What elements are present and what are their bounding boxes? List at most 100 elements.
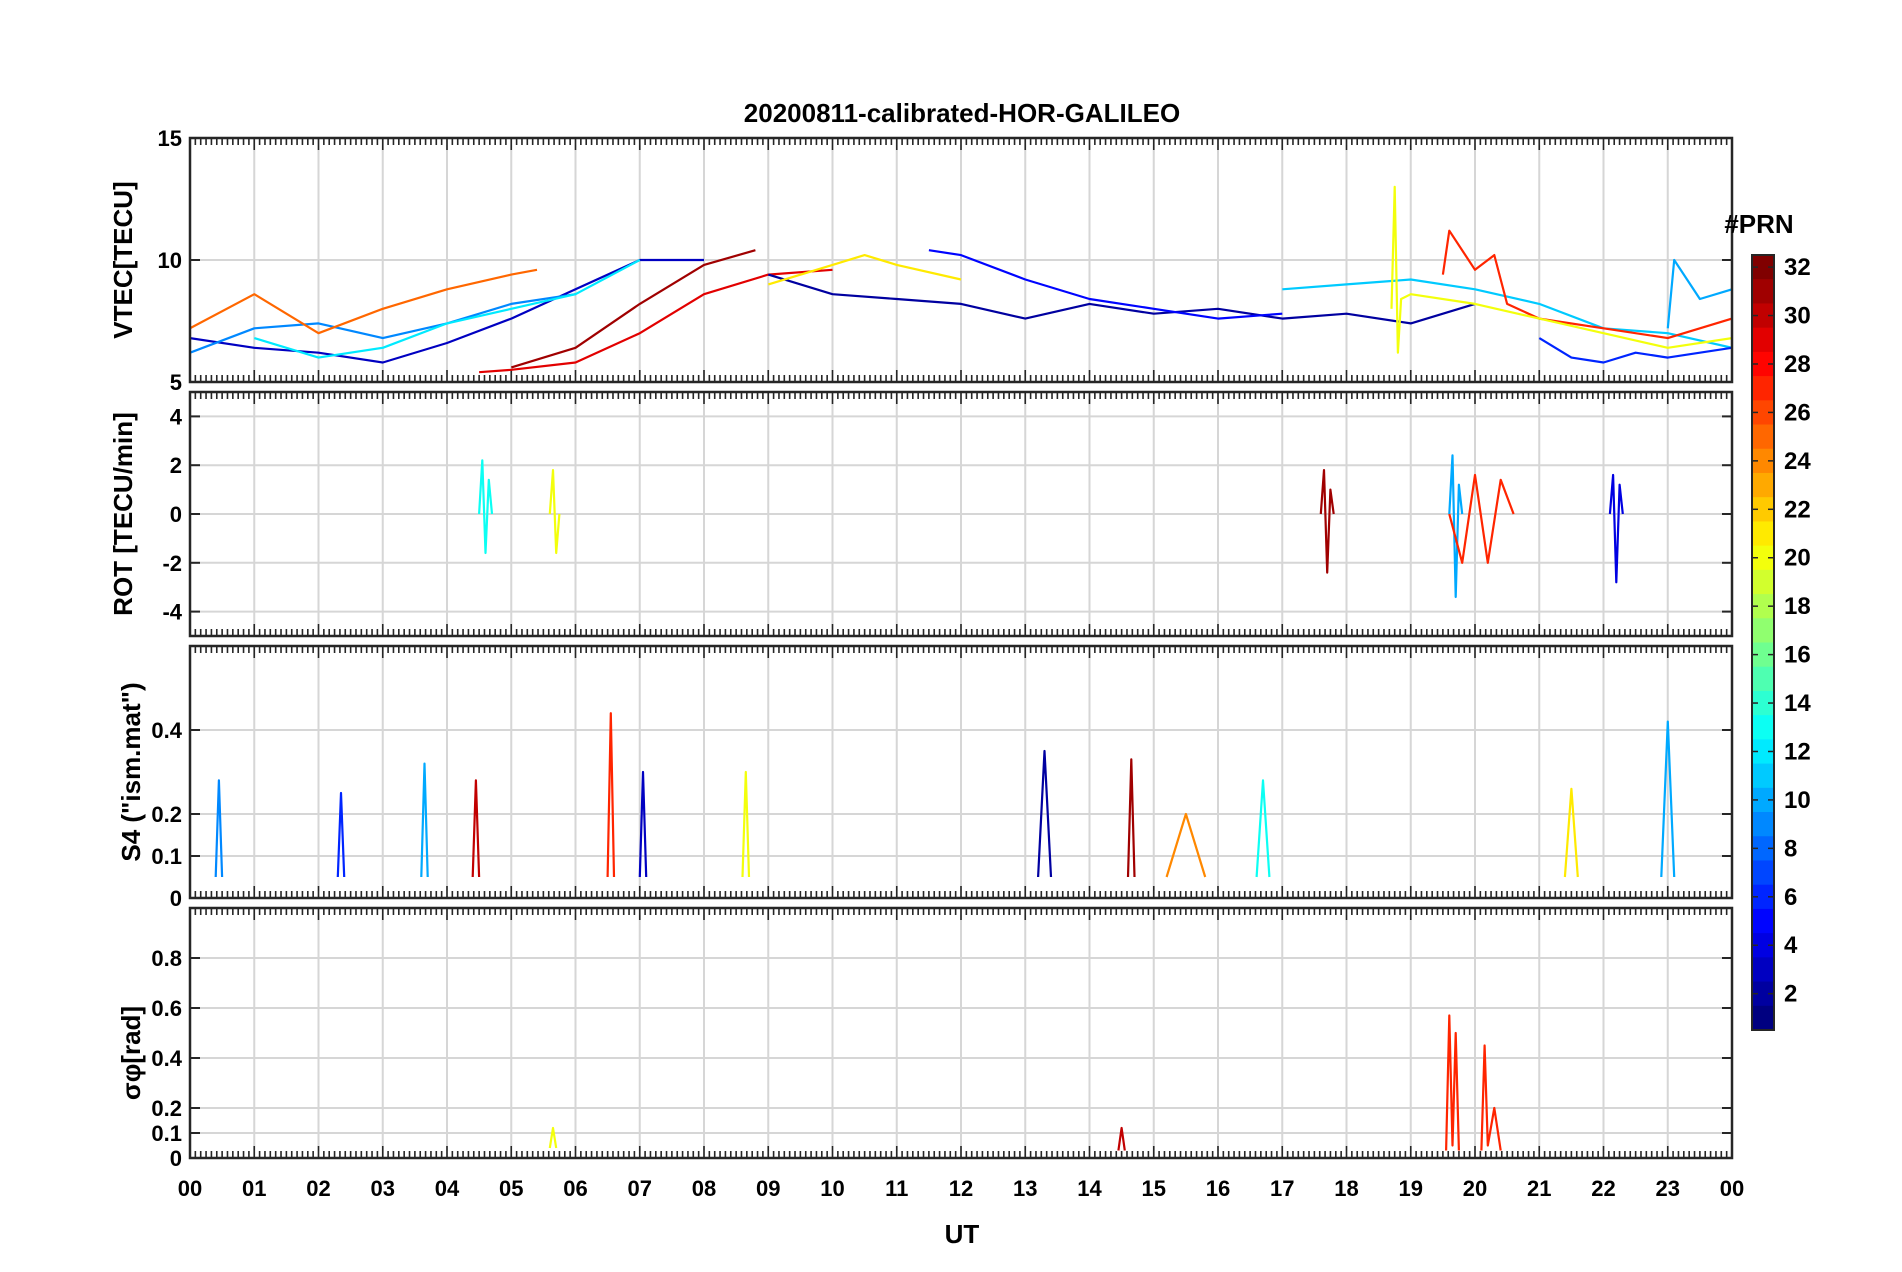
series-line-prn-20 bbox=[741, 770, 751, 878]
colorbar-segment bbox=[1752, 569, 1774, 595]
series-line-prn-9 bbox=[190, 293, 576, 354]
series-line-prn-27 bbox=[1480, 1044, 1502, 1151]
colorbar-tick-label: 12 bbox=[1784, 738, 1811, 765]
series-line-prn-30 bbox=[1117, 1126, 1126, 1151]
y-tick-label: 2 bbox=[170, 453, 182, 478]
colorbar-segment bbox=[1752, 884, 1774, 910]
series-line-prn-6 bbox=[1538, 337, 1732, 364]
colorbar-segment bbox=[1752, 279, 1774, 305]
y-tick-label: -2 bbox=[162, 551, 182, 576]
y-tick-label: 5 bbox=[170, 370, 182, 395]
x-tick-label: 13 bbox=[1013, 1176, 1037, 1201]
x-tick-label: 17 bbox=[1270, 1176, 1294, 1201]
series-line-prn-27 bbox=[606, 712, 616, 878]
y-tick-label: 0 bbox=[170, 886, 182, 911]
colorbar-segment bbox=[1752, 763, 1774, 789]
colorbar-segment bbox=[1752, 957, 1774, 983]
series-line-prn-10 bbox=[1660, 720, 1676, 878]
colorbar-tick-label: 6 bbox=[1784, 884, 1797, 911]
colorbar-segment bbox=[1752, 327, 1774, 353]
series-line-prn-31 bbox=[1319, 469, 1335, 574]
colorbar-segment bbox=[1752, 860, 1774, 886]
colorbar-segment bbox=[1752, 376, 1774, 401]
x-tick-label: 23 bbox=[1656, 1176, 1680, 1201]
series-line-prn-3 bbox=[190, 258, 704, 364]
series-line-prn-27 bbox=[1441, 229, 1732, 340]
colorbar-segment bbox=[1752, 424, 1774, 450]
series-line-prn-30 bbox=[471, 779, 481, 878]
colorbar-tick-label: 18 bbox=[1784, 593, 1811, 620]
plot-frame bbox=[188, 390, 1734, 638]
colorbar-segment bbox=[1752, 1005, 1774, 1031]
x-tick-label: 07 bbox=[628, 1176, 652, 1201]
colorbar-tick-label: 30 bbox=[1784, 303, 1811, 330]
colorbar-segment bbox=[1752, 836, 1774, 862]
y-tick-label: 0.2 bbox=[151, 802, 182, 827]
x-tick-label: 22 bbox=[1591, 1176, 1615, 1201]
x-tick-label: 09 bbox=[756, 1176, 780, 1201]
series-group bbox=[190, 185, 1732, 374]
plot-frame bbox=[188, 644, 1734, 900]
colorbar-tick-label: 28 bbox=[1784, 351, 1811, 378]
colorbar-segment bbox=[1752, 351, 1774, 377]
x-tick-label: 04 bbox=[435, 1176, 460, 1201]
colorbar-tick-label: 20 bbox=[1784, 545, 1811, 572]
series-line-prn-6 bbox=[336, 791, 346, 878]
colorbar-segment bbox=[1752, 642, 1774, 668]
series-line-prn-20 bbox=[548, 469, 561, 555]
series-line-prn-13 bbox=[1255, 779, 1271, 878]
x-tick-label: 16 bbox=[1206, 1176, 1230, 1201]
colorbar-segment bbox=[1752, 739, 1774, 765]
colorbar-segment bbox=[1752, 303, 1774, 329]
series-line-prn-2 bbox=[767, 273, 1476, 325]
colorbar-tick-label: 10 bbox=[1784, 787, 1811, 814]
y-tick-label: 0.2 bbox=[151, 1096, 182, 1121]
colorbar-frame bbox=[1751, 254, 1775, 1031]
x-tick-label: 19 bbox=[1399, 1176, 1423, 1201]
series-line-prn-21 bbox=[1563, 787, 1579, 878]
colorbar-segment bbox=[1752, 448, 1774, 474]
colorbar-segment bbox=[1752, 908, 1774, 934]
x-tick-label: 18 bbox=[1334, 1176, 1358, 1201]
y-tick-label: 0.4 bbox=[151, 718, 182, 743]
y-tick-label: 0.6 bbox=[151, 996, 182, 1021]
colorbar-tick-label: 8 bbox=[1784, 835, 1797, 862]
y-tick-label: 0.1 bbox=[151, 844, 182, 869]
y-tick-label: 0.1 bbox=[151, 1121, 182, 1146]
series-line-prn-31 bbox=[1126, 758, 1136, 878]
chart-title: 20200811-calibrated-HOR-GALILEO bbox=[744, 98, 1180, 128]
colorbar-segment bbox=[1752, 981, 1774, 1007]
y-tick-label: -4 bbox=[162, 600, 182, 625]
series-line-prn-10 bbox=[1666, 258, 1732, 329]
colorbar-segment bbox=[1752, 545, 1774, 571]
series-line-prn-25 bbox=[190, 268, 538, 335]
colorbar-segment bbox=[1752, 497, 1774, 523]
x-tick-label: 08 bbox=[692, 1176, 716, 1201]
series-line-prn-2 bbox=[1037, 749, 1053, 878]
x-tick-label: 20 bbox=[1463, 1176, 1487, 1201]
panel-3: 0 0.1 0.2 0.4S4 ("ism.mat") bbox=[116, 644, 1734, 911]
x-tick-label: 00 bbox=[1720, 1176, 1744, 1201]
colorbar-tick-label: 22 bbox=[1784, 496, 1811, 523]
colorbar-segment bbox=[1752, 787, 1774, 813]
y-axis-label: ROT [TECU/min] bbox=[108, 412, 138, 616]
colorbar-segment bbox=[1752, 400, 1774, 426]
series-line-prn-27 bbox=[1448, 473, 1515, 564]
colorbar-segment bbox=[1752, 521, 1774, 547]
colorbar-segment bbox=[1752, 715, 1774, 740]
x-tick-label: 03 bbox=[371, 1176, 395, 1201]
x-tick-label: 11 bbox=[885, 1176, 908, 1201]
y-tick-label: 15 bbox=[158, 126, 182, 151]
series-group bbox=[214, 712, 1676, 878]
y-tick-label: 0 bbox=[170, 1146, 182, 1171]
series-line-prn-21 bbox=[767, 254, 962, 286]
x-tick-label: 06 bbox=[563, 1176, 587, 1201]
panel-1: 5 10 15 VTEC[TECU] bbox=[108, 126, 1734, 395]
series-group bbox=[478, 454, 1624, 599]
series-line-prn-10 bbox=[420, 762, 429, 878]
y-axis-label: σφ[rad] bbox=[116, 1006, 146, 1100]
colorbar-segment bbox=[1752, 255, 1774, 280]
x-tick-label: 02 bbox=[306, 1176, 330, 1201]
